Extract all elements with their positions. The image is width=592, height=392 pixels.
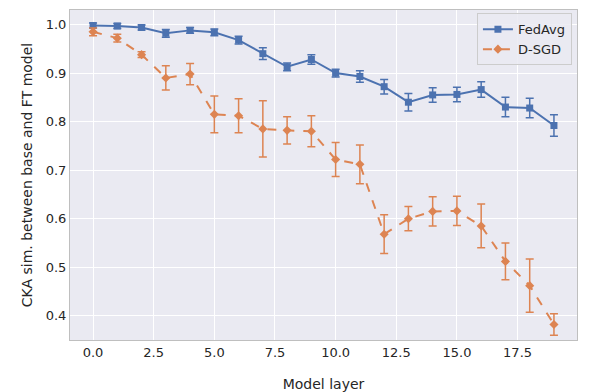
svg-text:1.0: 1.0 [46, 17, 67, 32]
svg-text:0.6: 0.6 [46, 211, 67, 226]
svg-text:12.5: 12.5 [382, 345, 411, 360]
svg-text:0.8: 0.8 [46, 114, 67, 129]
svg-text:17.5: 17.5 [503, 345, 532, 360]
svg-text:0.7: 0.7 [46, 163, 67, 178]
svg-text:Model layer: Model layer [283, 376, 365, 392]
svg-text:0.5: 0.5 [46, 260, 67, 275]
svg-text:CKA sim. between base and FT m: CKA sim. between base and FT model [19, 43, 35, 307]
svg-text:7.5: 7.5 [265, 345, 286, 360]
svg-text:FedAvg: FedAvg [518, 22, 565, 37]
svg-text:10.0: 10.0 [321, 345, 350, 360]
svg-text:2.5: 2.5 [143, 345, 164, 360]
svg-text:0.4: 0.4 [46, 308, 67, 323]
svg-text:D-SGD: D-SGD [518, 42, 561, 57]
svg-text:5.0: 5.0 [204, 345, 225, 360]
svg-text:15.0: 15.0 [442, 345, 471, 360]
svg-text:0.9: 0.9 [46, 66, 67, 81]
svg-text:0.0: 0.0 [83, 345, 104, 360]
